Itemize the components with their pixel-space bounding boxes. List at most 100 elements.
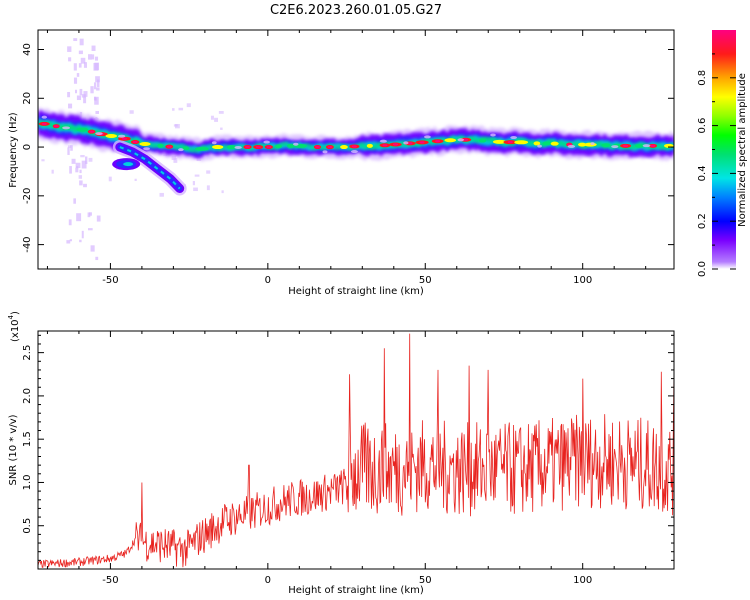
ridge-peak [533,141,541,146]
ridge-speckle [211,141,217,145]
noise-speckle [95,256,99,261]
noise-speckle [78,175,83,179]
spectrogram-y-label: Frequency (Hz) [8,112,19,188]
spectrogram-panel: -50 0 50 100 -40 -20 0 20 40 Height of straight… [8,29,675,297]
ridge-speckle [41,115,48,119]
ridge-peak-core [392,143,398,146]
snr-y-axis: 0.5 1.0 1.5 2.0 2.5 [22,334,674,561]
figure-title: C2E6.2023.260.01.05.G27 [270,3,442,18]
ridge-peak [274,144,282,149]
noise-speckle [73,63,77,71]
noise-speckle [95,76,100,83]
noise-speckle [87,212,91,218]
noise-speckle [87,228,93,231]
ridge-speckle [322,150,328,154]
colorbar-gradient [712,30,736,269]
snr-x-tick-label: 0 [265,575,271,586]
ridge-peak [366,143,373,148]
snr-frame [37,330,675,570]
ridge-peak-core [132,140,138,144]
noise-speckle [90,86,94,94]
snr-y-tick-label: 0.5 [22,518,33,534]
noise-speckle [93,82,97,90]
noise-speckle [173,124,178,127]
branch-highlight [119,146,181,190]
ridge-peak-core [351,145,357,148]
ridge-peak-core [382,144,388,147]
noise-speckle [76,95,82,101]
noise-speckle [94,56,99,61]
ridge-peak [139,141,151,146]
ridge-speckle [379,139,387,143]
noise-speckle [83,183,87,188]
ridge-peak [550,141,559,146]
snr-multiplier-exp: 4 [7,314,15,319]
ridge-speckle [567,144,576,148]
ridge-speckle [263,140,270,144]
noise-speckle [91,45,96,51]
noise-speckle [193,187,198,192]
noise-speckle [89,212,92,216]
noise-speckle [81,230,84,239]
snr-multiplier-base: (x10 [10,319,21,342]
ridge-speckle [510,136,518,140]
noise-speckle [79,180,83,186]
snr-series-line [38,333,674,568]
noise-speckle [67,147,70,155]
ridge-peak-core [245,145,251,149]
noise-speckle [83,91,88,97]
noise-speckle [214,117,219,122]
noise-speckle [129,110,134,114]
noise-speckle [206,170,211,174]
ridge-peak-core [419,141,425,144]
spectrogram-y-tick-label: 20 [22,92,33,105]
noise-speckle [83,96,87,104]
spectrogram-x-tick-label: 100 [573,275,592,286]
snr-y-tick-label: 1.0 [22,475,33,491]
noise-speckle [79,88,83,96]
ridge-peak [195,146,209,151]
noise-speckle [108,176,112,182]
ridge-peak-core [435,140,441,143]
noise-speckle [67,46,72,52]
ridge-peak [105,133,118,138]
snr-x-axis: -50 0 50 100 [46,331,647,586]
noise-speckle [218,110,224,114]
ridge-peak-core [41,122,47,126]
ridge-peak-core [462,138,468,141]
noise-speckle [192,181,195,186]
spectrogram-y-axis: -40 -20 0 20 40 [22,43,674,253]
noise-speckle [95,110,99,114]
noise-speckle [75,89,78,94]
noise-speckle [88,157,93,162]
noise-speckle [41,159,45,162]
blob-core [123,162,134,167]
ridge-speckle [490,133,496,137]
ridge-peak-core [166,145,172,148]
ridge-peak [340,145,348,150]
noise-speckle [75,162,81,169]
noise-speckle [159,192,164,197]
colorbar-tick-label: 0.0 [697,261,708,277]
noise-speckle [96,87,100,91]
noise-speckle [76,73,80,77]
spectrogram-x-tick-label: 50 [419,275,432,286]
ridge-band-blue [38,115,674,156]
spectrogram-x-tick-label: 0 [265,275,271,286]
ridge-peak [76,127,89,132]
noise-speckle [220,127,223,130]
spectrogram-y-tick-label: 0 [22,144,33,150]
colorbar-label: Normalized spectral amplitude [737,73,748,227]
ridge-speckle [590,142,595,146]
noise-speckle [178,107,184,111]
noise-speckle [90,245,95,252]
spectrogram-y-tick-label: -20 [22,188,33,204]
ridge-speckle [234,145,242,149]
ridge-peak-core [507,140,513,144]
ridge-peak [492,139,507,144]
noise-speckle [75,167,79,173]
snr-y-tick-label: 2.5 [22,345,33,361]
spectrogram-y-tick-label: 40 [22,43,33,56]
colorbar-tick-label: 0.4 [697,165,708,181]
ridge-peak-core [53,124,59,128]
